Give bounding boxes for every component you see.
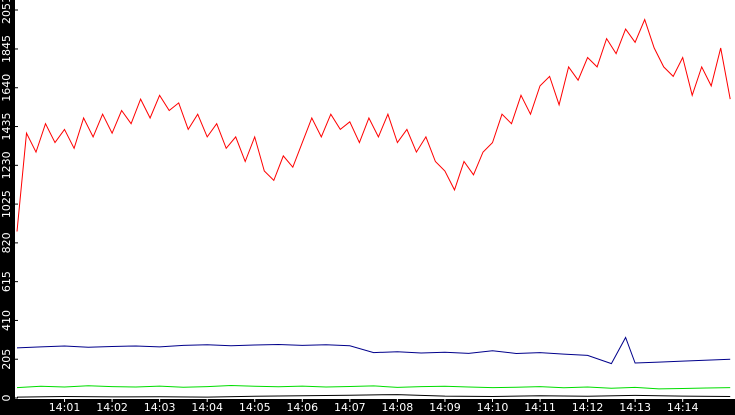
x-tick-label: 14:09 <box>429 401 461 414</box>
x-tick-label: 14:02 <box>96 401 128 414</box>
y-tick-label: 2051 <box>0 0 13 24</box>
plot-area <box>15 0 735 399</box>
x-tick-label: 14:10 <box>477 401 509 414</box>
x-tick-label: 14:11 <box>524 401 556 414</box>
x-tick-label: 14:01 <box>49 401 81 414</box>
series-line <box>16 336 731 365</box>
x-tick-label: 14:06 <box>286 401 318 414</box>
x-tick-label: 14:08 <box>382 401 414 414</box>
series-line <box>16 394 731 398</box>
x-tick-label: 14:05 <box>239 401 271 414</box>
x-tick-label: 14:04 <box>191 401 223 414</box>
y-tick-label: 1845 <box>0 35 13 63</box>
x-tick-label: 14:12 <box>572 401 604 414</box>
y-tick-label: 1640 <box>0 74 13 102</box>
series-line <box>16 384 731 390</box>
y-tick-label: 1025 <box>0 190 13 218</box>
x-tick-label: 14:03 <box>144 401 176 414</box>
y-tick-label: 615 <box>0 271 13 292</box>
y-tick-label: 410 <box>0 310 13 331</box>
y-tick-label: 820 <box>0 232 13 253</box>
x-tick-label: 14:13 <box>619 401 651 414</box>
y-tick-label: 1230 <box>0 151 13 179</box>
y-tick-label: 1435 <box>0 113 13 141</box>
y-tick-label: 0 <box>0 395 13 402</box>
x-tick-label: 14:14 <box>667 401 699 414</box>
series-line <box>16 18 731 232</box>
y-tick-label: 205 <box>0 349 13 370</box>
x-tick-label: 14:07 <box>334 401 366 414</box>
